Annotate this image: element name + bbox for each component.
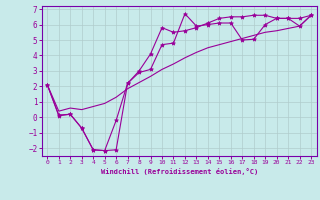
- X-axis label: Windchill (Refroidissement éolien,°C): Windchill (Refroidissement éolien,°C): [100, 168, 258, 175]
